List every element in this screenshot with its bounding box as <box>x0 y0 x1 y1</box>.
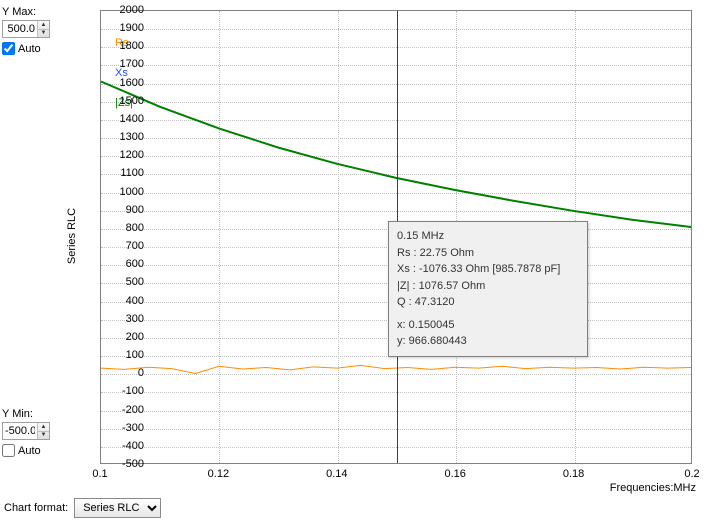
chevron-down-icon[interactable]: ▼ <box>38 30 49 38</box>
tooltip-freq: 0.15 MHz <box>397 228 579 245</box>
x-tick-label: 0.14 <box>326 468 347 480</box>
x-tick-label: 0.2 <box>684 468 699 480</box>
chevron-down-icon[interactable]: ▼ <box>38 432 49 440</box>
y-tick-label: -400 <box>108 440 144 452</box>
chart-format-label: Chart format: <box>4 502 68 514</box>
chevron-up-icon[interactable]: ▲ <box>38 423 49 432</box>
y-tick-label: 500 <box>108 276 144 288</box>
tooltip-xs: Xs : -1076.33 Ohm [985.7878 pF] <box>397 261 579 278</box>
ymax-auto-label: Auto <box>18 43 41 55</box>
y-tick-label: 300 <box>108 313 144 325</box>
ymin-label: Y Min: <box>2 408 33 420</box>
ymax-label: Y Max: <box>2 6 36 18</box>
y-tick-label: 200 <box>108 331 144 343</box>
ymax-auto-checkbox[interactable]: Auto <box>2 42 60 55</box>
ymax-input[interactable] <box>3 21 37 37</box>
tooltip-z: |Z| : 1076.57 Ohm <box>397 278 579 295</box>
y-tick-label: 1900 <box>108 22 144 34</box>
y-tick-label: 0 <box>108 367 144 379</box>
ymin-auto-input[interactable] <box>2 444 15 457</box>
y-tick-label: 1500 <box>108 95 144 107</box>
y-tick-label: -500 <box>108 458 144 470</box>
x-tick-label: 0.16 <box>444 468 465 480</box>
ymin-auto-label: Auto <box>18 445 41 457</box>
tooltip-rs: Rs : 22.75 Ohm <box>397 245 579 262</box>
x-tick-label: 0.1 <box>92 468 107 480</box>
ymin-spinner[interactable]: ▲ ▼ <box>2 422 50 440</box>
chevron-up-icon[interactable]: ▲ <box>38 21 49 30</box>
chart-format-select[interactable]: Series RLC <box>74 498 161 518</box>
y-tick-label: 900 <box>108 204 144 216</box>
y-tick-label: -200 <box>108 404 144 416</box>
y-tick-label: 1700 <box>108 58 144 70</box>
y-tick-label: 100 <box>108 349 144 361</box>
y-tick-label: 2000 <box>108 4 144 16</box>
y-tick-label: 400 <box>108 295 144 307</box>
y-tick-label: 1400 <box>108 113 144 125</box>
y-tick-label: 1800 <box>108 40 144 52</box>
x-axis-title: Frequencies:MHz <box>610 482 696 494</box>
y-tick-label: 1300 <box>108 131 144 143</box>
y-tick-label: 1200 <box>108 149 144 161</box>
ymax-spinner[interactable]: ▲ ▼ <box>2 20 50 38</box>
tooltip-x: x: 0.150045 <box>397 317 579 334</box>
ymax-auto-input[interactable] <box>2 42 15 55</box>
tooltip-y: y: 966.680443 <box>397 333 579 350</box>
y-tick-label: 800 <box>108 222 144 234</box>
tooltip-q: Q : 47.3120 <box>397 294 579 311</box>
chart-plot-area[interactable]: Rs Xs |Zs| 0.15 MHz Rs : 22.75 Ohm Xs : … <box>100 10 692 464</box>
y-tick-label: 600 <box>108 258 144 270</box>
y-tick-label: 1000 <box>108 186 144 198</box>
y-tick-label: -100 <box>108 385 144 397</box>
y-tick-label: -300 <box>108 422 144 434</box>
readout-tooltip: 0.15 MHz Rs : 22.75 Ohm Xs : -1076.33 Oh… <box>388 221 588 357</box>
y-tick-label: 1100 <box>108 167 144 179</box>
x-tick-label: 0.18 <box>563 468 584 480</box>
ymin-auto-checkbox[interactable]: Auto <box>2 444 60 457</box>
ymin-input[interactable] <box>3 423 37 439</box>
x-tick-label: 0.12 <box>208 468 229 480</box>
y-tick-label: 1600 <box>108 77 144 89</box>
y-tick-label: 700 <box>108 240 144 252</box>
